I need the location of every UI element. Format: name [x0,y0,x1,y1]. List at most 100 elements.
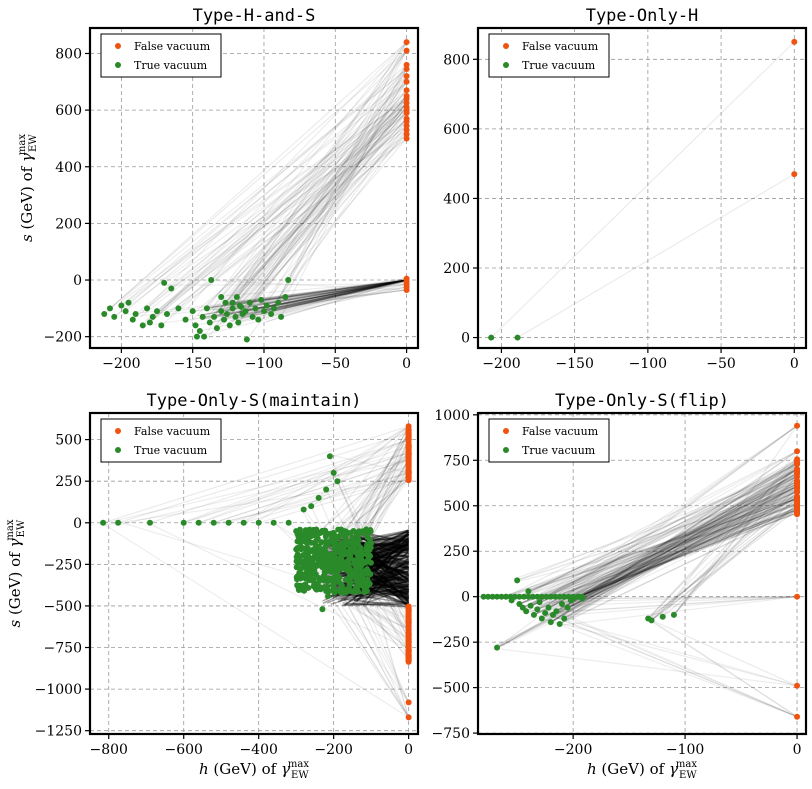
true-vacuum-point [317,586,324,593]
true-vacuum-point [278,313,285,320]
y-tick-label: 800 [443,52,470,68]
false-vacuum-point [794,713,801,720]
true-vacuum-point [100,519,107,526]
svg-text:s (GeV) of γmaxEW: s (GeV) of γmaxEW [17,134,39,242]
false-vacuum-point [403,47,410,54]
true-vacuum-point [353,561,360,568]
true-vacuum-point [355,541,362,548]
legend-false-marker [115,428,121,434]
legend-true-marker [503,62,509,68]
false-vacuum-point [403,87,410,94]
true-vacuum-point [106,305,113,312]
x-tick-label: 0 [402,356,411,372]
true-vacuum-point [525,588,532,595]
true-vacuum-point [308,539,315,546]
false-vacuum-points [405,423,412,721]
y-tick-label: −500 [432,681,470,697]
y-tick-label: 400 [443,191,470,207]
true-vacuum-point [659,613,666,620]
true-vacuum-point [225,519,232,526]
true-vacuum-point [556,620,563,627]
legend-false-marker [503,428,509,434]
true-vacuum-point [340,546,347,553]
true-vacuum-point [579,595,586,602]
y-tick-label: 600 [55,103,82,119]
grid-lines [478,28,806,348]
true-vacuum-point [310,577,317,584]
true-vacuum-point [308,503,315,510]
true-vacuum-point [255,316,262,323]
true-vacuum-point [488,334,495,341]
true-vacuum-point [115,519,122,526]
y-tick-label: 250 [55,474,82,490]
legend-true-label: True vacuum [134,444,208,457]
y-tick-label: 0 [461,331,470,347]
true-vacuum-point [168,285,175,292]
true-vacuum-point [648,617,655,624]
true-vacuum-point [246,299,253,306]
axes-frame [88,26,420,350]
true-vacuum-point [502,593,509,600]
true-vacuum-point [323,543,330,550]
true-vacuum-point [270,519,277,526]
false-vacuum-point [403,39,410,46]
true-vacuum-point [315,529,322,536]
true-vacuum-point [514,577,521,584]
true-vacuum-point [345,539,352,546]
legend-true-label: True vacuum [522,444,596,457]
true-vacuum-point [564,604,571,611]
true-vacuum-point [199,313,206,320]
chart-title: Type-Only-H [586,6,699,26]
false-vacuum-point [405,476,412,483]
legend-true-label: True vacuum [522,59,596,72]
false-vacuum-point [403,131,410,138]
true-vacuum-point [223,311,230,318]
chart-title: Type-Only-S(flip) [555,391,729,411]
false-vacuum-point [405,656,412,663]
false-vacuum-point [405,616,412,623]
x-tick-label: −400 [239,742,277,758]
true-vacuum-point [232,313,239,320]
y-tick-label: 400 [55,160,82,176]
false-vacuum-point [403,126,410,133]
true-vacuum-point [343,576,350,583]
false-vacuum-points [403,39,410,293]
true-vacuum-point [326,566,333,573]
x-tick-label: −200 [102,356,140,372]
x-tick-label: 0 [790,356,799,372]
true-vacuum-point [319,606,326,613]
y-tick-label: −1250 [35,724,82,740]
true-vacuum-point [285,519,292,526]
true-vacuum-point [196,328,203,335]
legend-false-label: False vacuum [522,425,599,438]
true-vacuum-point [330,579,337,586]
true-vacuum-point [547,619,554,626]
true-vacuum-point [201,333,208,340]
true-vacuum-point [206,319,213,326]
false-vacuum-point [794,448,801,455]
true-vacuum-point [570,595,577,602]
true-vacuum-point [268,311,275,318]
false-vacuum-point [403,109,410,116]
true-vacuum-point [226,322,233,329]
true-vacuum-point [218,294,225,301]
subplot-sf: −200 −100 0 −750 −500 −250 0 250 500 750 1000 Type-… [432,391,808,781]
true-vacuum-point [527,602,534,609]
false-vacuum-point [405,443,412,450]
legend-true-marker [115,447,121,453]
true-vacuum-point [351,548,358,555]
true-vacuum-point [249,313,256,320]
x-tick-label: −800 [90,742,128,758]
false-vacuum-point [794,495,801,502]
true-vacuum-point [154,308,161,315]
true-vacuum-point [347,554,354,561]
false-vacuum-point [794,466,801,473]
true-vacuum-point [302,533,309,540]
true-vacuum-point [189,308,196,315]
grid-lines [478,413,806,734]
true-vacuum-point [341,564,348,571]
true-vacuum-point [218,308,225,315]
true-vacuum-point [530,611,537,618]
true-vacuum-point [180,519,187,526]
